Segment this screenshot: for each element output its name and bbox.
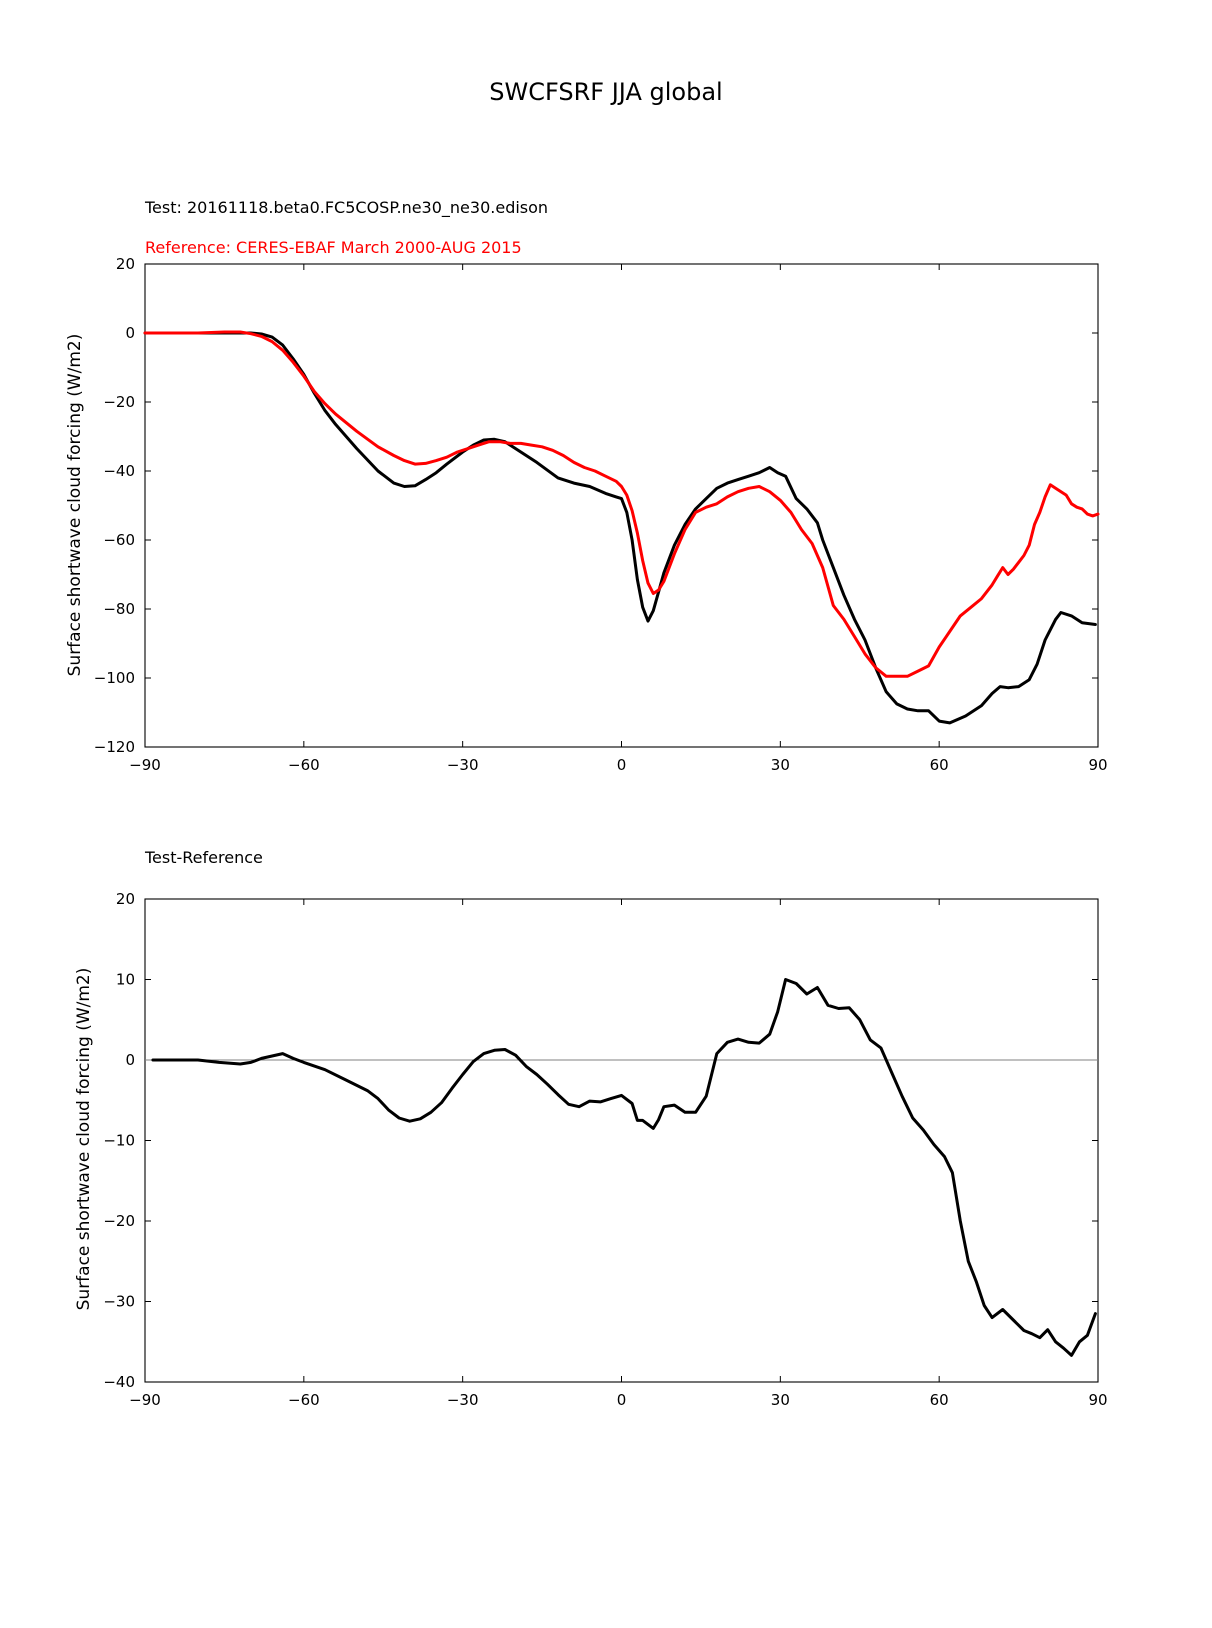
reference-label: Reference: CERES-EBAF March 2000-AUG 201… [145, 238, 522, 257]
bottom-y-tick-label: −40 [103, 1373, 135, 1391]
top-x-tick-label: −90 [129, 756, 161, 774]
top-x-tick-label: −30 [447, 756, 479, 774]
test-label: Test: 20161118.beta0.FC5COSP.ne30_ne30.e… [144, 198, 548, 218]
bottom-y-tick-label: 20 [116, 890, 135, 908]
bottom-y-tick-label: −20 [103, 1212, 135, 1230]
bottom-y-tick-label: 10 [116, 971, 135, 989]
bottom-x-tick-label: 60 [930, 1391, 949, 1409]
top-x-tick-label: 90 [1088, 756, 1107, 774]
bottom-y-axis-label: Surface shortwave cloud forcing (W/m2) [74, 968, 94, 1311]
test-series-line [143, 331, 1097, 725]
bottom-x-tick-label: 0 [617, 1391, 627, 1409]
top-x-tick-label: 30 [771, 756, 790, 774]
top-y-tick-label: −120 [94, 738, 135, 756]
top-y-tick-label: 20 [116, 255, 135, 273]
bottom-y-tick-label: 0 [125, 1051, 135, 1069]
diff-series-line [151, 978, 1097, 1357]
top-plot-frame [144, 263, 1099, 748]
bottom-plot-frame [144, 898, 1099, 1383]
top-y-tick-label: −40 [103, 462, 135, 480]
top-y-tick-label: −100 [94, 669, 135, 687]
bottom-x-tick-label: −60 [288, 1391, 320, 1409]
bottom-x-tick-label: 90 [1088, 1391, 1107, 1409]
top-panel: Test: 20161118.beta0.FC5COSP.ne30_ne30.e… [65, 198, 1108, 774]
reference-series-line [143, 330, 1100, 678]
bottom-x-tick-label: −90 [129, 1391, 161, 1409]
figure-title: SWCFSRF JJA global [489, 78, 722, 106]
top-y-tick-label: −20 [103, 393, 135, 411]
top-y-tick-label: −60 [103, 531, 135, 549]
top-x-tick-label: −60 [288, 756, 320, 774]
bottom-panel: Test-Reference Surface shortwave cloud f… [74, 848, 1108, 1409]
bottom-y-tick-label: −30 [103, 1293, 135, 1311]
top-x-tick-label: 0 [617, 756, 627, 774]
diff-panel-title: Test-Reference [144, 848, 263, 867]
bottom-x-tick-label: 30 [771, 1391, 790, 1409]
top-y-tick-label: 0 [125, 324, 135, 342]
top-y-axis-label: Surface shortwave cloud forcing (W/m2) [65, 334, 85, 677]
bottom-y-tick-label: −10 [103, 1132, 135, 1150]
bottom-x-tick-label: −30 [447, 1391, 479, 1409]
top-x-tick-label: 60 [930, 756, 949, 774]
top-y-tick-label: −80 [103, 600, 135, 618]
